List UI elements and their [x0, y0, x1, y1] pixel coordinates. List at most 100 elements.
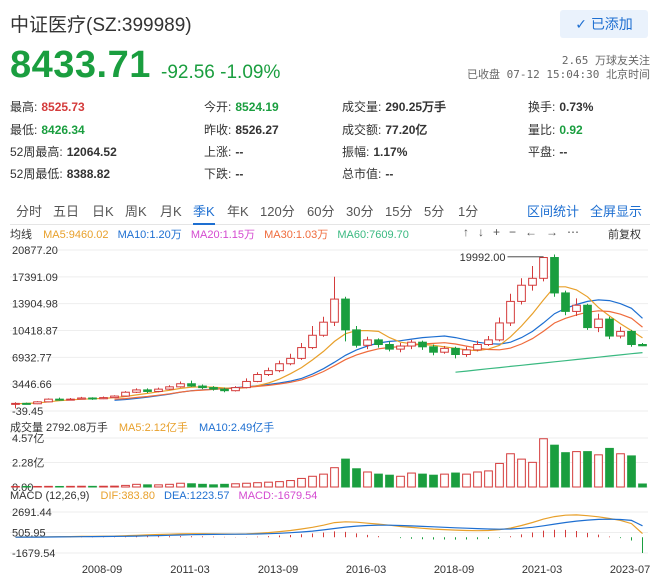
ellipsis-icon[interactable]: ⋯ [567, 225, 589, 239]
volume-bar [451, 472, 460, 488]
range-stats-link[interactable]: 区间统计 [527, 204, 580, 219]
stat-value: -- [385, 167, 394, 181]
tab-item[interactable]: 30分 [346, 204, 374, 219]
candle-body [418, 341, 427, 348]
candle-body [22, 402, 31, 405]
volume-bar [44, 485, 53, 488]
tab-item[interactable]: 5分 [424, 204, 445, 219]
volume-ma5: MA5:2.12亿手 [118, 422, 188, 434]
tab-item[interactable]: 120分 [260, 204, 295, 219]
tab-item[interactable]: 年K [227, 204, 249, 219]
tab-item[interactable]: 60分 [307, 204, 335, 219]
chart-toolbar: ↑↓+−←→⋯ [463, 225, 588, 239]
candle-body [275, 363, 284, 372]
macd-macd: MACD:-1679.54 [238, 490, 318, 502]
candle-body [484, 339, 493, 346]
candle-body [308, 334, 317, 349]
candle-body [55, 398, 64, 401]
volume-bar [616, 453, 625, 488]
candle-body [66, 398, 75, 401]
volume-tick-label: 2.28亿 [12, 457, 44, 470]
volume-bar [187, 483, 196, 488]
ma30-line [114, 310, 643, 400]
candle-body [385, 344, 394, 350]
period-tabs: 分时 五日 日K 周K 月K 季K 年K 120分 60分 30分 15分 5分 1分 区间统计 全屏显… [10, 196, 650, 225]
stat-value: -- [559, 145, 568, 159]
tab-item[interactable]: 1分 [458, 204, 479, 219]
price-tick-label: 3446.66 [12, 379, 52, 391]
dea-line [15, 518, 643, 538]
right-arrow-icon[interactable]: → [546, 225, 568, 239]
adjust-select[interactable]: 前复权 [608, 229, 641, 241]
ma5-value: MA5:9460.02 [43, 229, 109, 241]
volume-bar [132, 483, 141, 488]
price-tick-label: 20877.20 [12, 245, 58, 257]
candle-body [154, 388, 163, 392]
stat-label: 总市值: [342, 167, 382, 181]
volume-bar [66, 485, 75, 488]
stat-item: 最高: 8525.73 [10, 98, 85, 115]
tab-item[interactable]: 15分 [385, 204, 413, 219]
volume-bar [638, 483, 647, 488]
candle-body [352, 329, 361, 346]
tab-item[interactable]: 五日 [53, 204, 80, 219]
volume-bar [330, 467, 339, 488]
followers-count: 2.65 万球友关注 [561, 54, 650, 67]
fullscreen-link[interactable]: 全屏显示 [590, 204, 643, 219]
candle-body [374, 339, 383, 346]
candle-body [341, 298, 350, 331]
stat-label: 成交量: [342, 100, 382, 114]
tab-item[interactable]: 月K [160, 204, 182, 219]
candle-body [627, 330, 636, 346]
x-tick-label: 2013-09 [258, 564, 298, 576]
ma5-line [15, 286, 643, 405]
volume-bar [528, 461, 537, 488]
left-arrow-icon[interactable]: ← [525, 225, 547, 239]
stat-item: 总市值: -- [342, 165, 393, 182]
volume-bar [110, 485, 119, 488]
down-arrow-icon[interactable]: ↓ [478, 225, 493, 239]
candle-body [440, 347, 449, 353]
candle-body [220, 388, 229, 392]
volume-bar [484, 470, 493, 488]
stat-item: 量比: 0.92 [528, 121, 583, 138]
candle-body [451, 347, 460, 356]
added-button[interactable]: ✓ 已添加 [560, 10, 648, 38]
stat-label: 换手: [528, 100, 556, 114]
volume-bar [143, 484, 152, 488]
volume-bar [22, 485, 31, 488]
volume-bar [462, 473, 471, 488]
ma60-line [455, 352, 643, 373]
tab-item[interactable]: 周K [125, 204, 147, 219]
candle-body [77, 397, 86, 400]
candle-body [605, 318, 614, 337]
volume-bar [242, 482, 251, 488]
stat-item: 52周最低: 8388.82 [10, 165, 110, 182]
zoom-in-icon[interactable]: + [493, 225, 510, 239]
tab-item[interactable]: 季K [193, 201, 215, 225]
candle-body [121, 391, 130, 397]
volume-bar [363, 471, 372, 488]
zoom-out-icon[interactable]: − [509, 225, 526, 239]
stat-item: 成交额: 77.20亿 [342, 121, 427, 138]
tab-item[interactable]: 日K [92, 204, 114, 219]
volume-bar [176, 482, 185, 488]
stat-item: 振幅: 1.17% [342, 143, 407, 160]
candle-body [209, 387, 218, 390]
volume-bar [396, 475, 405, 488]
candle-body [407, 341, 416, 347]
candle-body [187, 383, 196, 387]
volume-bar [418, 473, 427, 488]
stat-label: 平盘: [528, 145, 556, 159]
stat-value: -- [235, 167, 244, 181]
stat-item: 下跌: -- [204, 165, 243, 182]
candle-body [231, 387, 240, 392]
candle-body [33, 401, 42, 405]
tab-item[interactable]: 分时 [16, 204, 43, 219]
up-arrow-icon[interactable]: ↑ [463, 225, 478, 239]
price-change: -92.56 -1.09% [161, 62, 281, 83]
volume-bar [495, 462, 504, 488]
volume-bar [198, 483, 207, 488]
stat-label: 52周最高: [10, 145, 63, 159]
